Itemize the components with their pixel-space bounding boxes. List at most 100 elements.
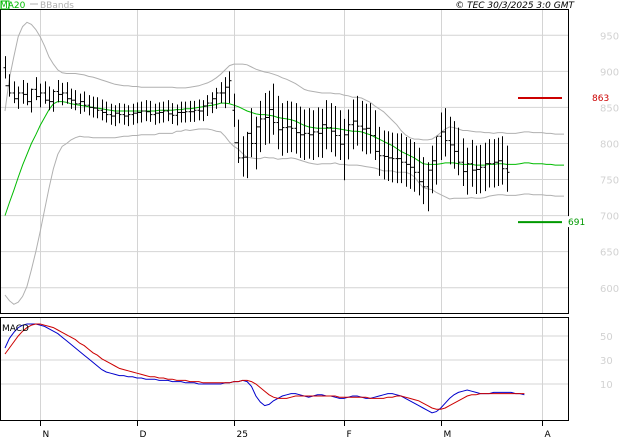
ohlc-bar (16, 86, 21, 109)
ohlc-bar (487, 139, 492, 188)
ohlc-bar (73, 90, 78, 111)
ohlc-bar (139, 101, 144, 123)
ohlc-bar (38, 83, 43, 108)
ohlc-bar (161, 101, 166, 123)
ohlc-bar (7, 74, 12, 97)
ohlc-bar (430, 145, 435, 194)
ohlc-bar (51, 89, 56, 112)
macd-y-axis: 10 30 50 (600, 332, 613, 391)
ohlc-bar (483, 142, 488, 192)
ohlc-bar (210, 92, 215, 114)
ohlc-bar (144, 100, 149, 122)
ohlc-bar (289, 101, 294, 153)
support-resistance-levels: 863 691 (518, 92, 611, 228)
macd-y-tick-label: 10 (600, 380, 613, 391)
ohlc-bar (47, 86, 52, 111)
ohlc-bar (302, 109, 307, 161)
price-y-tick-label: 950 (600, 31, 619, 42)
macd-y-tick-label: 30 (600, 356, 613, 367)
ohlc-bar (355, 95, 360, 146)
x-tick-label: D (140, 430, 147, 440)
ohlc-bar (241, 136, 246, 177)
ohlc-bar (219, 82, 224, 104)
ohlc-bar (148, 100, 153, 122)
ohlc-bar (95, 97, 100, 119)
ohlc-bar (434, 135, 439, 185)
ohlc-bar (100, 99, 105, 121)
ohlc-bar (254, 116, 259, 170)
ohlc-bar (104, 101, 109, 123)
ohlc-bar (65, 82, 70, 104)
ohlc-bar (113, 105, 118, 127)
ohlc-bar (417, 147, 422, 196)
price-y-tick-label: 700 (600, 212, 619, 223)
bbands-legend-label: BBands (40, 1, 74, 11)
ohlc-bar (377, 126, 382, 176)
ohlc-bar (364, 103, 369, 155)
ohlc-bar (267, 90, 272, 144)
ohlc-bar (342, 118, 347, 181)
ohlc-bar (448, 116, 453, 165)
price-panel-frame (0, 9, 569, 314)
ma20-legend-swatch (0, 0, 10, 10)
ohlc-bar (368, 103, 373, 154)
ohlc-bar (496, 137, 501, 187)
ohlc-bar (456, 127, 461, 176)
ohlc-bar (478, 144, 483, 194)
ohlc-bar (109, 103, 114, 125)
price-y-tick-label: 650 (600, 248, 619, 259)
ohlc-bar (157, 102, 162, 124)
ohlc-bar (69, 88, 74, 109)
ohlc-bar (426, 162, 431, 212)
ohlc-bar (360, 100, 365, 152)
ohlc-bar (346, 109, 351, 160)
ohlc-bar (307, 108, 312, 159)
ohlc-bar (285, 100, 290, 153)
ma20-line (4, 101, 564, 216)
x-axis: N D 25 F M A (40, 420, 552, 440)
ohlc-bar (232, 93, 237, 144)
ohlc-bar (205, 95, 210, 117)
ohlc-bar (338, 110, 343, 161)
support-label-bg (567, 216, 587, 228)
ohlc-bar (249, 108, 254, 158)
ohlc-bar (395, 133, 400, 184)
ohlc-bar (197, 99, 202, 121)
macd-series (4, 323, 525, 414)
ohlc-bar (60, 82, 65, 106)
ohlc-bar (192, 100, 197, 122)
ohlc-bar (316, 107, 321, 158)
ohlc-bar (373, 110, 378, 161)
ohlc-bar (298, 106, 303, 158)
ohlc-bar (452, 121, 457, 169)
ohlc-bar (439, 112, 444, 161)
price-y-tick-label: 850 (600, 103, 619, 114)
ohlc-bar (117, 103, 122, 124)
price-panel-grid (1, 10, 568, 313)
ohlc-bar (34, 77, 39, 101)
ohlc-bar (404, 136, 409, 187)
price-y-axis: 600 650 700 750 800 850 900 950 (600, 31, 619, 295)
ohlc-bar (276, 95, 281, 150)
macd-panel-label: MACD (2, 324, 29, 334)
ohlc-bar (175, 104, 180, 126)
signal-line (4, 323, 525, 410)
ohlc-bar (245, 131, 250, 179)
ohlc-bar (21, 79, 26, 104)
ma20-legend-label: MA20 (0, 1, 26, 11)
ohlc-bar (294, 103, 299, 154)
ohlc-bar (408, 139, 413, 189)
ohlc-bar (421, 157, 426, 205)
price-y-tick-label: 600 (600, 284, 619, 295)
ohlc-bar (131, 103, 136, 125)
ohlc-bar (258, 100, 263, 153)
ohlc-bar (29, 88, 34, 113)
support-label: 691 (568, 218, 585, 228)
ohlc-bar (443, 108, 448, 157)
ohlc-bar (122, 103, 127, 125)
ohlc-bar (465, 147, 470, 195)
ohlc-bar (78, 93, 83, 114)
ohlc-bar (3, 56, 8, 87)
ohlc-bar (390, 132, 395, 183)
copyright-text: © TEC 30/3/2025 3:0 GMT (455, 1, 575, 11)
